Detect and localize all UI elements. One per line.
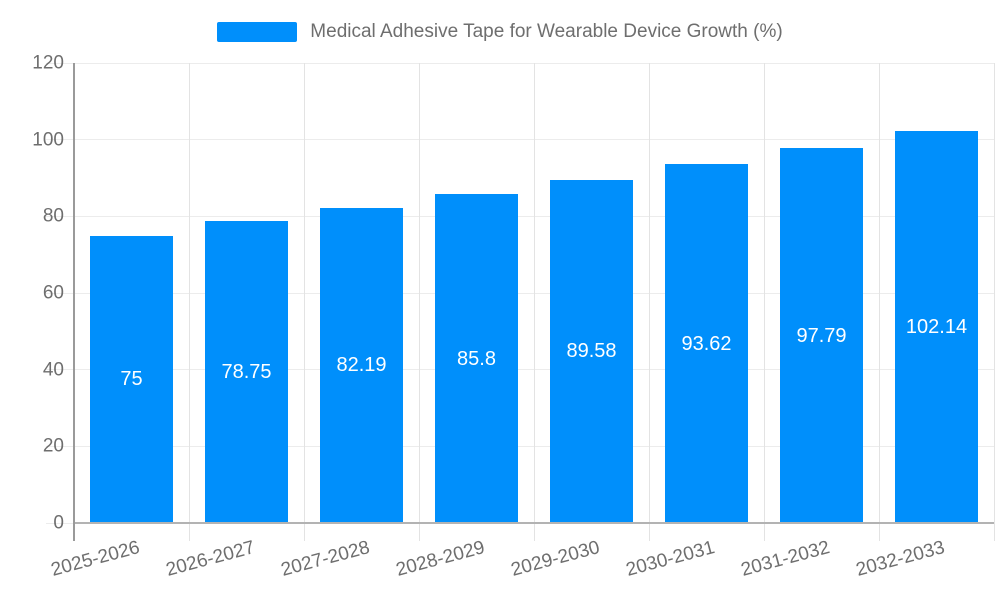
x-gridline (188, 63, 190, 523)
legend: Medical Adhesive Tape for Wearable Devic… (0, 21, 1000, 43)
x-axis-category-label: 2027-2028 (278, 537, 372, 581)
x-axis-tick (188, 523, 190, 541)
bar-value-label: 102.14 (905, 316, 968, 339)
x-axis-category-label: 2029-2030 (508, 537, 602, 581)
x-gridline (303, 63, 305, 523)
x-axis-category-label: 2025-2026 (48, 537, 142, 581)
x-gridline (993, 63, 995, 523)
bar-value-label: 78.75 (221, 361, 272, 384)
bar[interactable] (550, 179, 633, 522)
bar-value-label: 97.79 (796, 324, 847, 347)
bar[interactable] (780, 148, 863, 522)
x-gridline (763, 63, 765, 523)
x-axis-tick (763, 523, 765, 541)
bar[interactable] (435, 194, 518, 522)
x-axis-tick (418, 523, 420, 541)
x-axis-tick (878, 523, 880, 541)
x-axis-category-label: 2028-2029 (393, 537, 487, 581)
y-gridline (46, 62, 994, 64)
bar-value-label: 75 (120, 368, 143, 391)
y-axis-tick-label: 100 (32, 129, 64, 151)
x-axis-tick (533, 523, 535, 541)
legend-series-label[interactable]: Medical Adhesive Tape for Wearable Devic… (310, 21, 783, 42)
bar[interactable] (895, 131, 978, 522)
bar-value-label: 85.8 (457, 347, 496, 370)
x-axis-tick (303, 523, 305, 541)
x-axis-category-label: 2026-2027 (163, 537, 257, 581)
x-gridline (648, 63, 650, 523)
y-axis-border (73, 63, 75, 541)
bar[interactable] (205, 221, 288, 522)
x-axis-category-label: 2030-2031 (623, 537, 717, 581)
x-gridline (878, 63, 880, 523)
legend-marker[interactable] (217, 22, 298, 42)
x-axis-border (74, 522, 994, 524)
x-axis-category-label: 2032-2033 (853, 537, 947, 581)
x-gridline (418, 63, 420, 523)
bar[interactable] (320, 207, 403, 522)
y-axis-tick-label: 40 (42, 359, 64, 381)
y-axis-tick-label: 20 (42, 435, 64, 457)
y-gridline (46, 445, 994, 447)
x-gridline (533, 63, 535, 523)
bar-value-label: 82.19 (336, 354, 387, 377)
x-axis-category-label: 2031-2032 (738, 537, 832, 581)
x-axis-tick (648, 523, 650, 541)
y-gridline (46, 292, 994, 294)
x-axis-tick (993, 523, 995, 541)
y-axis-tick-label: 0 (53, 512, 64, 534)
y-axis-tick-label: 120 (32, 52, 64, 74)
bar[interactable] (665, 164, 748, 522)
y-gridline (46, 139, 994, 141)
y-gridline (46, 215, 994, 217)
bar-value-label: 89.58 (566, 340, 617, 363)
y-axis-tick-label: 80 (42, 205, 64, 227)
bar[interactable] (90, 235, 173, 522)
y-axis-tick-label: 60 (42, 282, 64, 304)
bar-value-label: 93.62 (681, 332, 732, 355)
y-gridline (46, 369, 994, 371)
